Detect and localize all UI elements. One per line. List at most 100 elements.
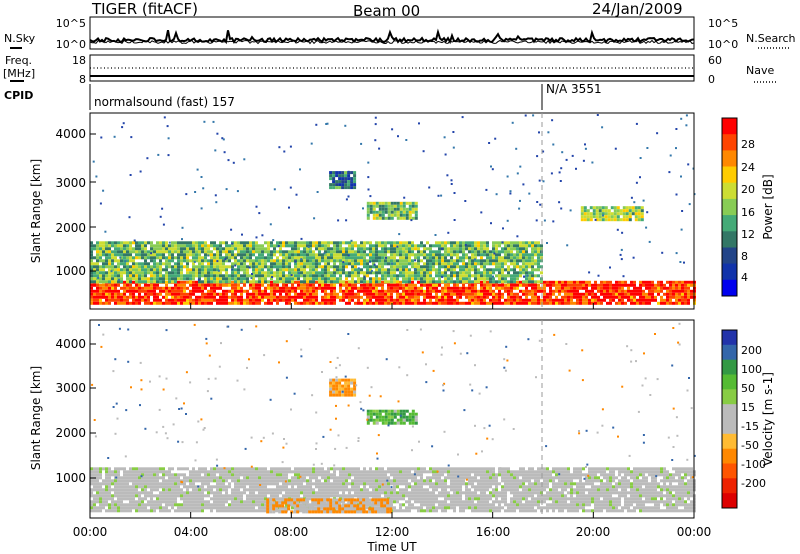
heatmap-cell	[615, 289, 618, 293]
heatmap-cell	[396, 274, 399, 278]
heatmap-cell	[450, 253, 453, 257]
heatmap-cell	[387, 259, 390, 263]
heatmap-cell	[96, 292, 99, 296]
heatmap-cell	[291, 244, 294, 248]
heatmap-cell	[138, 506, 141, 510]
heatmap-cell	[264, 467, 267, 471]
heatmap-cell	[405, 250, 408, 254]
heatmap-cell	[147, 289, 150, 293]
heatmap-cell	[117, 482, 120, 486]
heatmap-cell	[462, 289, 465, 293]
heatmap-cell	[252, 301, 255, 305]
heatmap-cell	[195, 259, 198, 263]
heatmap-speckle	[635, 122, 638, 125]
heatmap-cell	[234, 488, 237, 492]
heatmap-cell	[444, 265, 447, 269]
heatmap-cell	[360, 271, 363, 275]
heatmap-cell	[438, 289, 441, 293]
heatmap-cell	[174, 286, 177, 290]
heatmap-cell	[171, 295, 174, 299]
heatmap-cell	[144, 289, 147, 293]
heatmap-cell	[270, 467, 273, 471]
heatmap-cell	[108, 491, 111, 495]
heatmap-speckle	[453, 192, 456, 194]
heatmap-cell	[216, 467, 219, 471]
heatmap-cell	[258, 506, 261, 510]
heatmap-cell	[675, 280, 678, 284]
heatmap-cell	[294, 470, 297, 474]
heatmap-cell	[282, 250, 285, 254]
heatmap-cell	[126, 244, 129, 248]
heatmap-cell	[594, 298, 597, 302]
heatmap-cell	[240, 280, 243, 284]
heatmap-cell	[231, 271, 234, 275]
heatmap-speckle	[683, 261, 685, 264]
heatmap-cell	[93, 277, 96, 281]
heatmap-cell	[189, 259, 192, 263]
heatmap-cell	[318, 262, 321, 266]
heatmap-cell	[177, 292, 180, 296]
heatmap-cell	[525, 241, 528, 245]
heatmap-cell	[240, 485, 243, 489]
heatmap-cell	[138, 295, 141, 299]
heatmap-cell	[333, 470, 336, 474]
heatmap-speckle	[370, 269, 373, 272]
heatmap-cell	[144, 473, 147, 477]
heatmap-cell	[495, 247, 498, 251]
heatmap-cell	[213, 253, 216, 257]
heatmap-cell	[483, 274, 486, 278]
heatmap-cell	[294, 473, 297, 477]
heatmap-cell	[201, 283, 204, 287]
heatmap-cell	[153, 280, 156, 284]
heatmap-cell	[525, 256, 528, 260]
heatmap-cell	[333, 491, 336, 495]
heatmap-cell	[531, 250, 534, 254]
heatmap-cell	[606, 289, 609, 293]
heatmap-cell	[570, 289, 573, 293]
heatmap-cell	[375, 247, 378, 251]
heatmap-cell	[222, 295, 225, 299]
heatmap-cell	[477, 280, 480, 284]
heatmap-cell	[231, 298, 234, 302]
heatmap-cell	[363, 265, 366, 269]
heatmap-cell	[90, 280, 93, 284]
heatmap-cell	[144, 268, 147, 272]
heatmap-cell	[102, 241, 105, 245]
heatmap-cell	[339, 241, 342, 245]
heatmap-cell	[330, 298, 333, 302]
heatmap-cell	[312, 301, 315, 305]
heatmap-cell	[441, 259, 444, 263]
heatmap-cell	[219, 250, 222, 254]
heatmap-cell	[189, 253, 192, 257]
heatmap-cell	[438, 274, 441, 278]
heatmap-cell	[378, 295, 381, 299]
heatmap-cell	[168, 298, 171, 302]
heatmap-cell	[369, 292, 372, 296]
heatmap-cell	[288, 274, 291, 278]
heatmap-cell	[147, 283, 150, 287]
heatmap-cell	[159, 467, 162, 471]
heatmap-cell	[312, 298, 315, 302]
heatmap-cell	[93, 289, 96, 293]
heatmap-cell	[138, 503, 141, 507]
heatmap-cell	[123, 298, 126, 302]
heatmap-cell	[258, 295, 261, 299]
heatmap-cell	[294, 244, 297, 248]
heatmap-cell	[105, 274, 108, 278]
heatmap-cell	[573, 286, 576, 290]
heatmap-cell	[90, 295, 93, 299]
heatmap-cell	[213, 259, 216, 263]
heatmap-cell	[312, 494, 315, 498]
heatmap-cell	[237, 506, 240, 510]
heatmap-cell	[159, 250, 162, 254]
heatmap-cell	[387, 295, 390, 299]
heatmap-speckle	[347, 195, 350, 198]
heatmap-cell	[267, 268, 270, 272]
heatmap-cell	[297, 268, 300, 272]
heatmap-speckle	[323, 252, 326, 255]
heatmap-cell	[216, 274, 219, 278]
heatmap-cell	[369, 289, 372, 293]
heatmap-cell	[144, 476, 147, 480]
heatmap-cell	[255, 503, 258, 507]
heatmap-speckle	[248, 266, 251, 269]
